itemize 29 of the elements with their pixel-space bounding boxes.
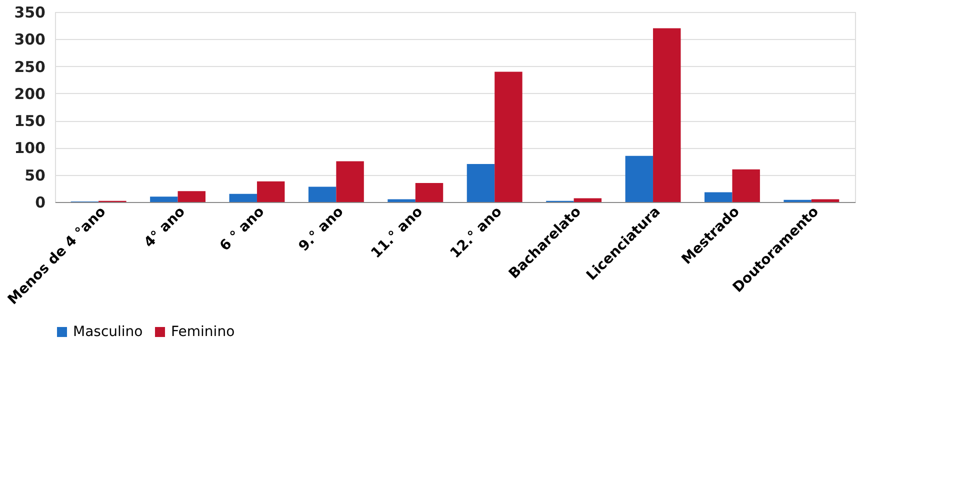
bar — [150, 196, 178, 202]
legend-label: Feminino — [171, 324, 235, 340]
bar — [256, 181, 285, 202]
bar — [811, 199, 840, 202]
bar — [308, 186, 336, 202]
bar — [494, 72, 522, 202]
bar — [466, 164, 495, 202]
y-tick-label: 300 — [14, 30, 46, 49]
bar — [704, 192, 732, 202]
bar — [336, 161, 364, 202]
x-tick-label: 9.° ano — [296, 204, 348, 255]
bar — [653, 28, 681, 202]
bar — [415, 183, 444, 202]
bar — [229, 194, 257, 202]
y-tick-label: 100 — [14, 139, 46, 158]
bar — [732, 169, 760, 202]
y-tick-label: 50 — [24, 166, 46, 184]
x-tick-label: 4° ano — [141, 204, 189, 251]
y-tick-label: 0 — [35, 194, 46, 212]
bar — [388, 199, 416, 202]
y-tick-label: 250 — [14, 58, 46, 76]
legend-label: Masculino — [73, 324, 143, 340]
bar — [178, 191, 206, 202]
y-tick-label: 350 — [14, 4, 46, 22]
x-tick-label: 6 ° ano — [217, 204, 268, 254]
y-tick-label: 200 — [14, 84, 46, 103]
bar — [574, 198, 602, 202]
bar — [625, 156, 654, 202]
y-tick-label: 150 — [14, 112, 46, 130]
